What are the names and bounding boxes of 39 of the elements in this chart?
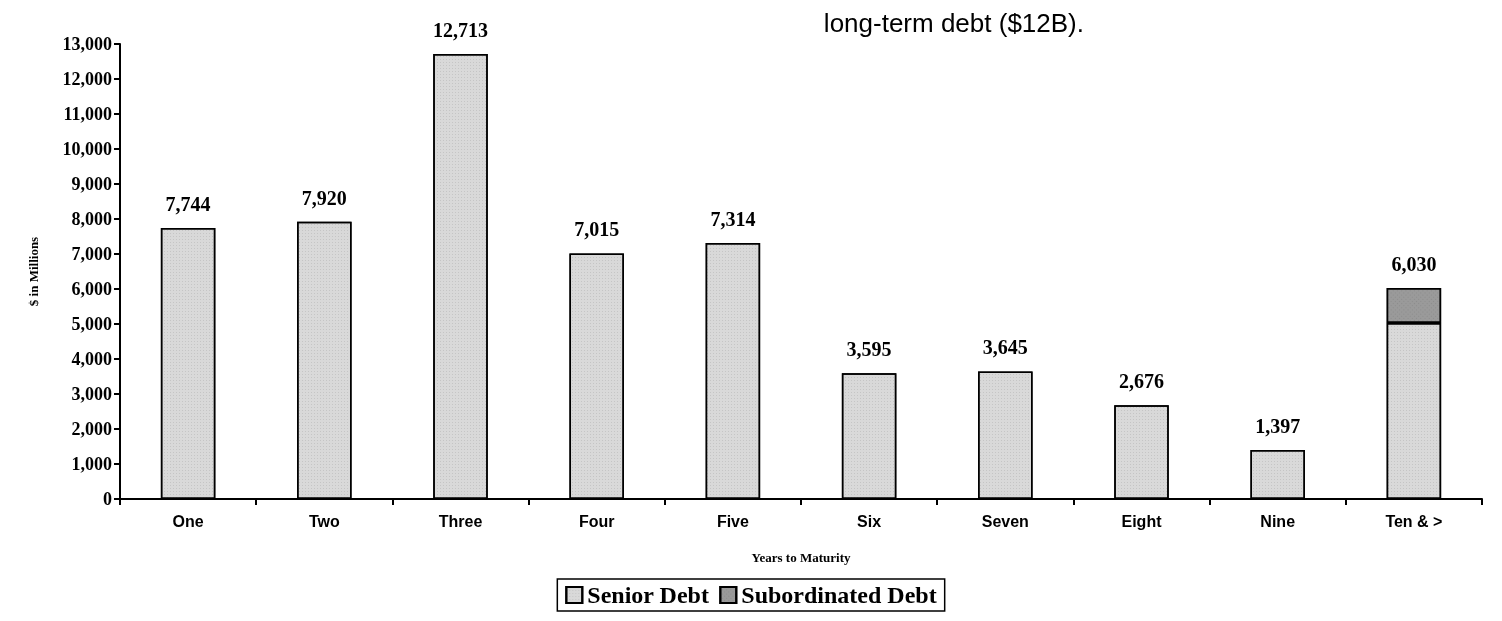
x-tick-label: Two bbox=[308, 512, 340, 530]
total-label: 6,030 bbox=[1391, 252, 1437, 275]
total-label: 7,920 bbox=[301, 186, 347, 209]
total-label: 7,744 bbox=[165, 192, 211, 215]
total-label: 2,676 bbox=[1119, 370, 1164, 393]
y-tick-label: 9,000 bbox=[71, 174, 112, 194]
x-tick-label: Ten & > bbox=[1385, 512, 1443, 530]
y-tick-label: 10,000 bbox=[62, 139, 112, 159]
total-label: 12,713 bbox=[433, 19, 488, 42]
y-axis-title: $ in Millions bbox=[26, 236, 41, 307]
x-tick-label: Eight bbox=[1121, 512, 1163, 530]
legend-label: Senior Debt bbox=[587, 582, 709, 608]
y-tick-label: 2,000 bbox=[71, 419, 112, 439]
total-label: 3,645 bbox=[982, 336, 1028, 359]
y-tick-label: 5,000 bbox=[71, 314, 112, 334]
y-tick-label: 13,000 bbox=[62, 34, 112, 54]
y-tick-label: 3,000 bbox=[71, 384, 112, 404]
y-tick-label: 8,000 bbox=[71, 209, 112, 229]
x-tick-label: One bbox=[172, 512, 204, 530]
text: long-term debt ($12B). bbox=[823, 8, 1085, 38]
x-tick-label: Five bbox=[716, 512, 750, 530]
x-axis-title: Years to Maturity bbox=[751, 550, 851, 565]
x-tick-label: Four bbox=[578, 512, 615, 530]
y-tick-label: 4,000 bbox=[71, 349, 112, 369]
x-tick-label: Nine bbox=[1260, 512, 1296, 530]
total-label: 3,595 bbox=[846, 338, 892, 361]
x-tick-label: Three bbox=[438, 512, 483, 530]
x-tick-label: Six bbox=[857, 512, 882, 530]
y-tick-label: 6,000 bbox=[71, 279, 112, 299]
y-tick-label: 0 bbox=[103, 489, 112, 509]
y-tick-label: 11,000 bbox=[63, 104, 112, 124]
total-label: 1,397 bbox=[1255, 415, 1301, 438]
y-tick-label: 1,000 bbox=[71, 454, 112, 474]
x-tick-label: Seven bbox=[981, 512, 1029, 530]
y-tick-label: 7,000 bbox=[71, 244, 112, 264]
legend-label: Subordinated Debt bbox=[741, 582, 937, 608]
y-tick-label: 12,000 bbox=[62, 69, 112, 89]
total-label: 7,314 bbox=[710, 208, 756, 231]
total-label: 7,015 bbox=[574, 218, 620, 241]
